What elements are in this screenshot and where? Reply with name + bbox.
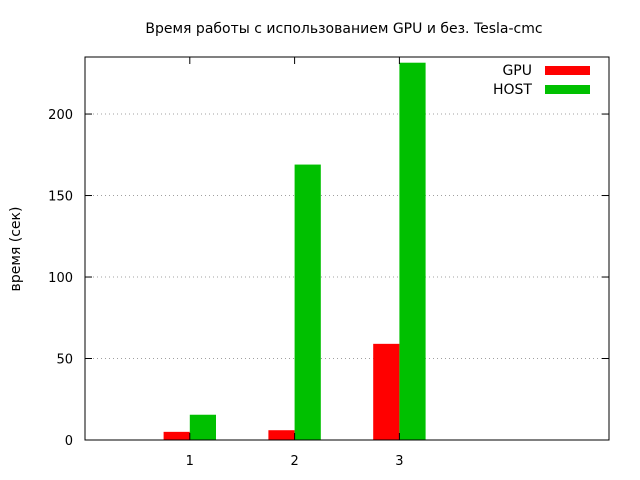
gridlines: [85, 113, 609, 360]
y-axis-label: время (сек): [8, 207, 24, 292]
bar-host-1: [189, 414, 216, 440]
chart-title: Время работы с использованием GPU и без.…: [145, 21, 542, 37]
x-tick-label: 1: [186, 454, 194, 469]
y-tick-label: 0: [65, 434, 73, 449]
legend-label-host: HOST: [493, 82, 532, 98]
y-tick-label: 150: [48, 190, 73, 205]
y-tick-label: 100: [48, 271, 73, 286]
plot-frame: [84, 56, 610, 441]
bar-gpu-3: [373, 343, 400, 440]
bar-host-3: [399, 62, 426, 440]
legend-label-gpu: GPU: [502, 63, 532, 79]
legend: GPU HOST: [493, 63, 590, 98]
y-tick-label: 200: [48, 108, 73, 123]
y-tick-label: 50: [56, 353, 73, 368]
bar-gpu-1: [163, 431, 190, 440]
legend-swatch-host: [545, 85, 590, 94]
axes-ticks: 0 50 100 150 200 1 2 3: [48, 57, 609, 469]
bar-gpu-2: [268, 430, 295, 440]
legend-swatch-gpu: [545, 66, 590, 75]
bars: [163, 62, 426, 440]
x-tick-label: 3: [395, 454, 403, 469]
x-tick-label: 2: [290, 454, 298, 469]
bar-host-2: [294, 164, 321, 440]
